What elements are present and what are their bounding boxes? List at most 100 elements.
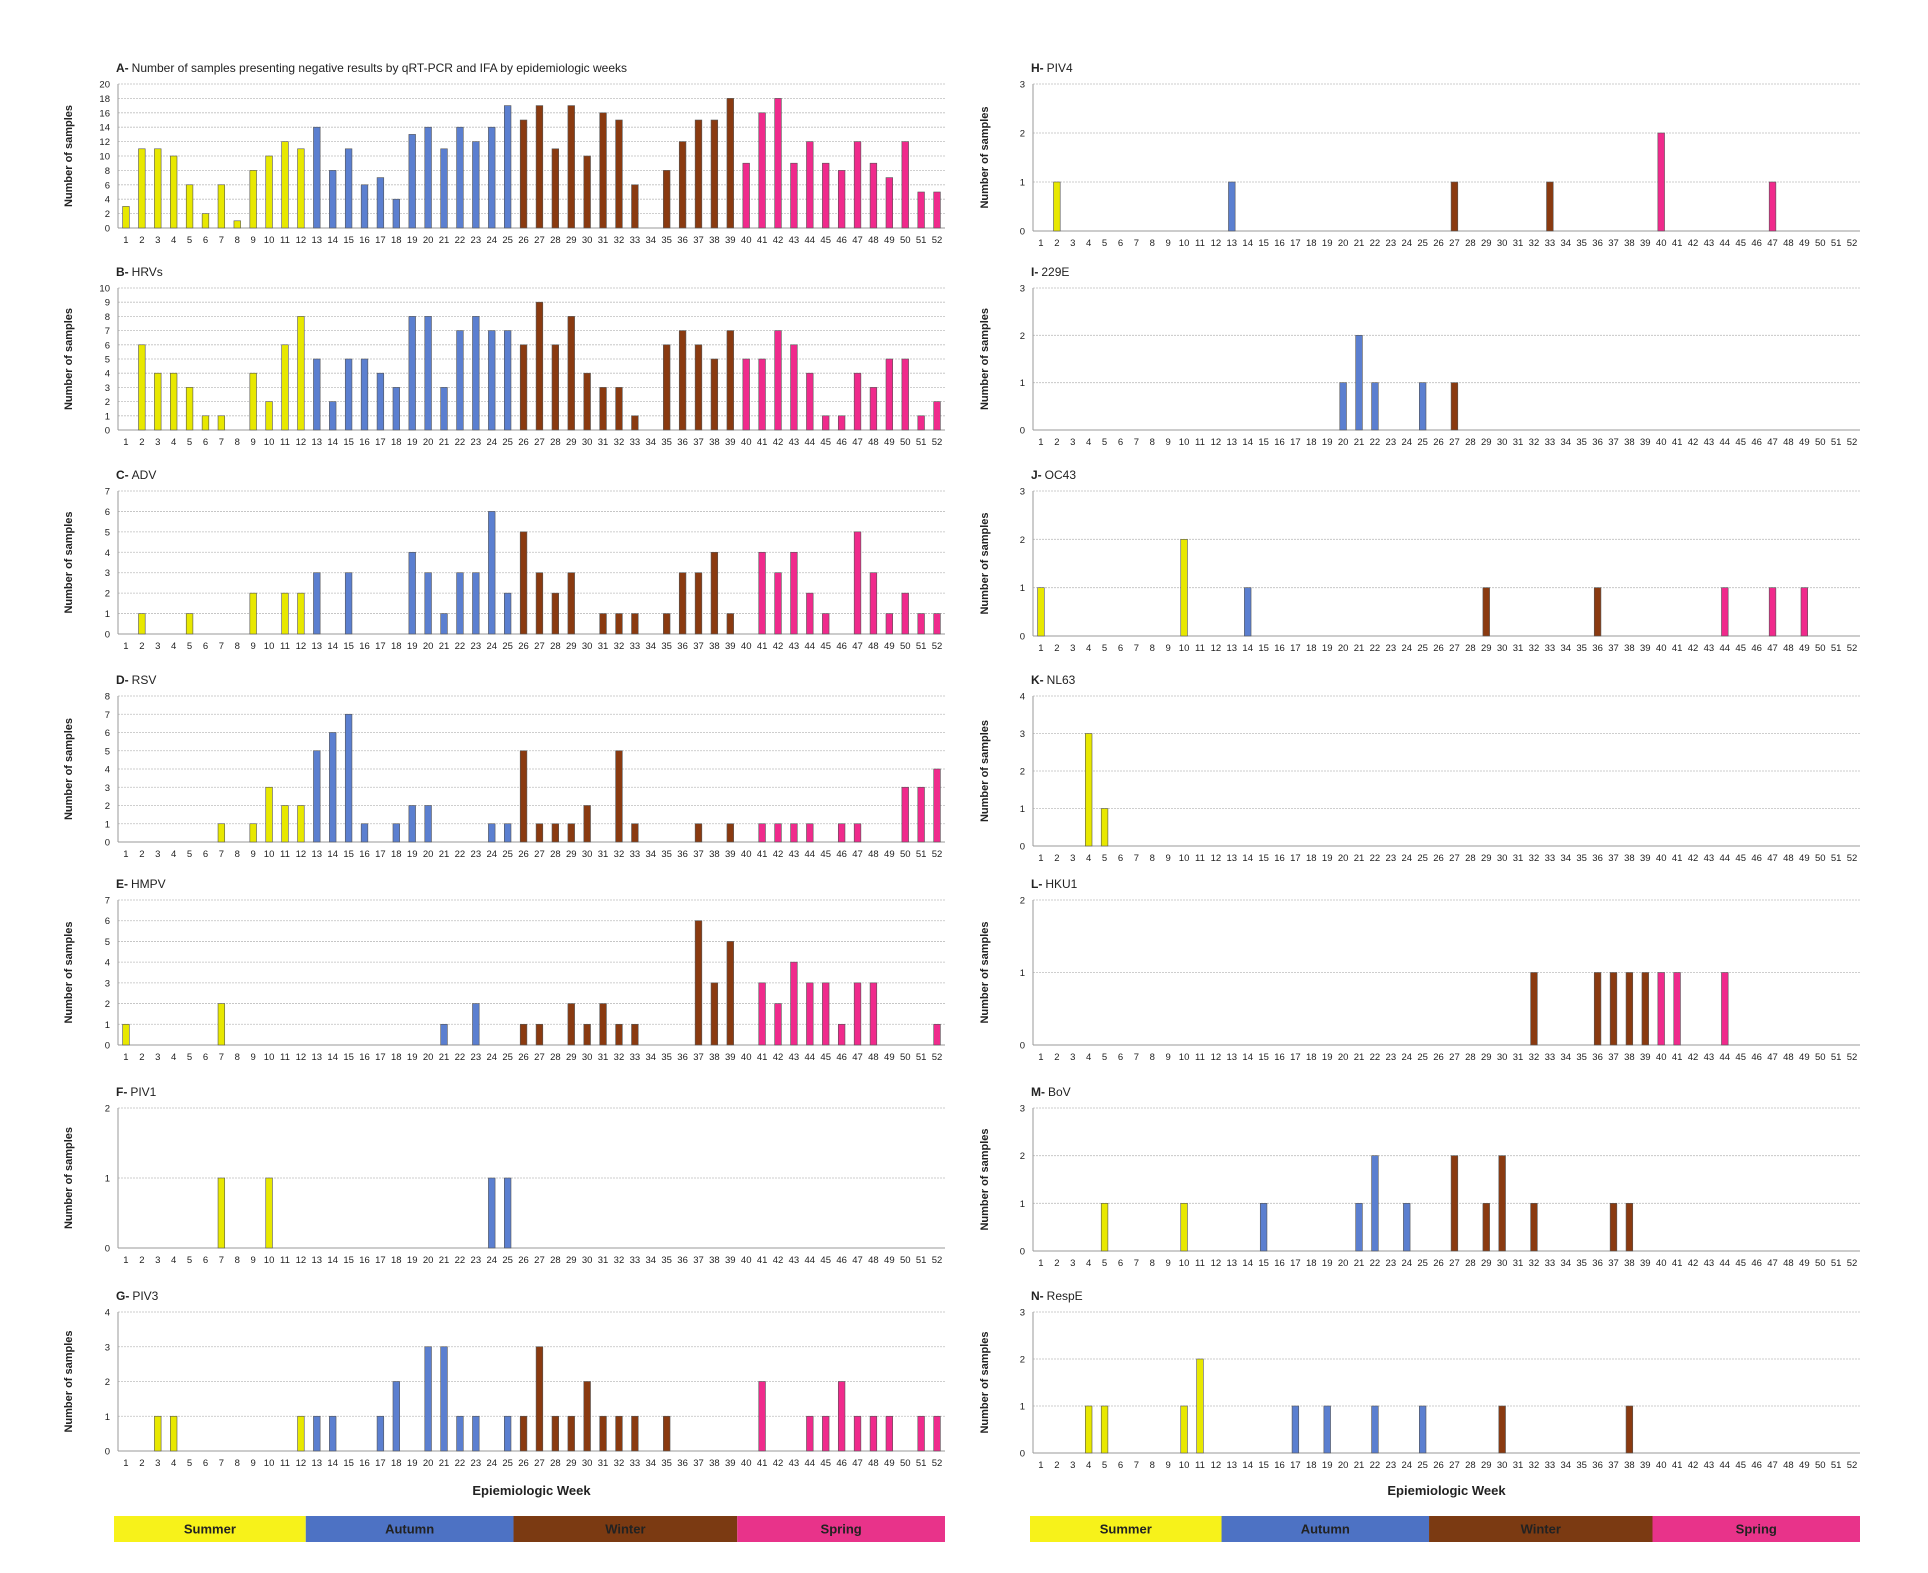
x-tick-label: 12 [296, 437, 307, 448]
x-tick-label: 12 [1211, 1460, 1222, 1471]
bar-week-42 [774, 1003, 782, 1046]
panel-title-text: HKU1 [1045, 877, 1077, 891]
x-tick-label: 18 [1306, 437, 1317, 448]
x-tick-label: 40 [1656, 238, 1667, 249]
x-tick-label: 2 [1054, 643, 1059, 654]
bar-week-38 [710, 551, 719, 635]
x-tick-label: 38 [1624, 238, 1635, 249]
x-tick-label: 41 [757, 641, 768, 652]
x-tick-label: 8 [235, 849, 240, 860]
bar-week-13 [313, 750, 321, 843]
x-tick-label: 4 [1086, 238, 1091, 249]
y-tick-label: 18 [99, 94, 110, 105]
x-tick-label: 48 [868, 1255, 879, 1266]
x-tick-label: 28 [550, 641, 561, 652]
x-tick-label: 45 [1735, 437, 1746, 448]
x-tick-label: 16 [359, 1052, 370, 1063]
bar-week-31 [599, 1003, 607, 1046]
x-tick-label: 19 [1322, 643, 1333, 654]
y-tick-label: 2 [1020, 535, 1025, 546]
bar-week-10 [1180, 1203, 1188, 1252]
x-tick-label: 46 [1751, 1052, 1762, 1063]
bar-week-47 [1768, 181, 1777, 232]
panel-letter: H- [1031, 61, 1044, 75]
x-tick-label: 47 [1767, 1460, 1778, 1471]
y-tick-label: 8 [105, 312, 110, 323]
x-tick-label: 38 [709, 641, 720, 652]
x-tick-label: 50 [900, 641, 911, 652]
bar-week-4 [170, 155, 178, 229]
x-tick-label: 2 [1054, 853, 1059, 864]
bar-week-38 [1625, 1405, 1634, 1454]
y-tick-label: 1 [1020, 178, 1025, 189]
x-tick-label: 49 [1799, 1460, 1810, 1471]
bar-week-37 [694, 119, 703, 229]
y-axis-label: Number of samples [979, 921, 991, 1023]
bar-week-32 [615, 1415, 623, 1452]
panel-title-text: NL63 [1047, 673, 1076, 687]
x-tick-label: 21 [1354, 238, 1365, 249]
x-tick-label: 5 [187, 1255, 192, 1266]
x-tick-label: 46 [1751, 437, 1762, 448]
x-tick-label: 42 [1688, 1460, 1699, 1471]
x-tick-label: 28 [550, 437, 561, 448]
y-tick-label: 14 [99, 123, 110, 134]
x-tick-label: 23 [471, 437, 482, 448]
bar-week-30 [583, 1381, 591, 1452]
x-tick-label: 27 [534, 641, 545, 652]
y-tick-label: 0 [105, 630, 110, 641]
x-tick-label: 46 [1751, 1258, 1762, 1269]
x-tick-label: 17 [1290, 643, 1301, 654]
x-tick-label: 38 [1624, 1258, 1635, 1269]
bar-week-1 [122, 206, 130, 229]
panel-title: D- RSV [116, 673, 156, 687]
y-axis-label: Number of samples [63, 1127, 75, 1229]
x-tick-label: 5 [187, 1052, 192, 1063]
x-tick-label: 7 [219, 1255, 224, 1266]
x-tick-label: 7 [219, 1458, 224, 1469]
panel-letter: A- [116, 61, 129, 75]
x-tick-label: 15 [1258, 853, 1269, 864]
x-tick-label: 35 [1576, 1258, 1587, 1269]
x-tick-label: 22 [455, 235, 466, 246]
x-tick-label: 42 [773, 641, 784, 652]
x-tick-label: 4 [171, 1052, 176, 1063]
bar-week-20 [424, 572, 432, 635]
x-tick-label: 33 [630, 641, 641, 652]
x-tick-label: 4 [1086, 1460, 1091, 1471]
x-tick-label: 9 [1166, 437, 1171, 448]
bar-week-43 [790, 551, 798, 635]
x-tick-label: 40 [741, 1255, 752, 1266]
x-tick-label: 41 [1672, 1258, 1683, 1269]
x-tick-label: 8 [235, 235, 240, 246]
x-tick-label: 52 [932, 1255, 943, 1266]
x-tick-label: 37 [693, 641, 704, 652]
x-tick-label: 16 [359, 1458, 370, 1469]
panel-title: L- HKU1 [1031, 877, 1078, 891]
x-tick-label: 19 [1322, 853, 1333, 864]
x-tick-label: 7 [1134, 437, 1139, 448]
x-tick-label: 49 [884, 437, 895, 448]
bar-week-48 [869, 982, 878, 1046]
bar-week-27 [1450, 181, 1459, 232]
y-tick-label: 4 [105, 195, 110, 206]
x-tick-label: 42 [773, 1458, 784, 1469]
x-tick-label: 23 [1386, 238, 1397, 249]
bar-week-19 [408, 805, 416, 843]
x-tick-label: 46 [1751, 643, 1762, 654]
x-tick-label: 3 [155, 1458, 160, 1469]
x-tick-label: 48 [1783, 437, 1794, 448]
x-tick-label: 9 [251, 849, 256, 860]
x-tick-label: 30 [582, 1255, 593, 1266]
panel-letter: C- [116, 468, 129, 482]
x-tick-label: 50 [900, 437, 911, 448]
x-tick-label: 47 [852, 437, 863, 448]
bar-week-5 [1100, 808, 1109, 847]
x-tick-label: 48 [868, 235, 879, 246]
x-tick-label: 35 [1576, 238, 1587, 249]
x-tick-label: 40 [1656, 437, 1667, 448]
x-tick-label: 15 [1258, 1258, 1269, 1269]
x-tick-label: 50 [1815, 238, 1826, 249]
